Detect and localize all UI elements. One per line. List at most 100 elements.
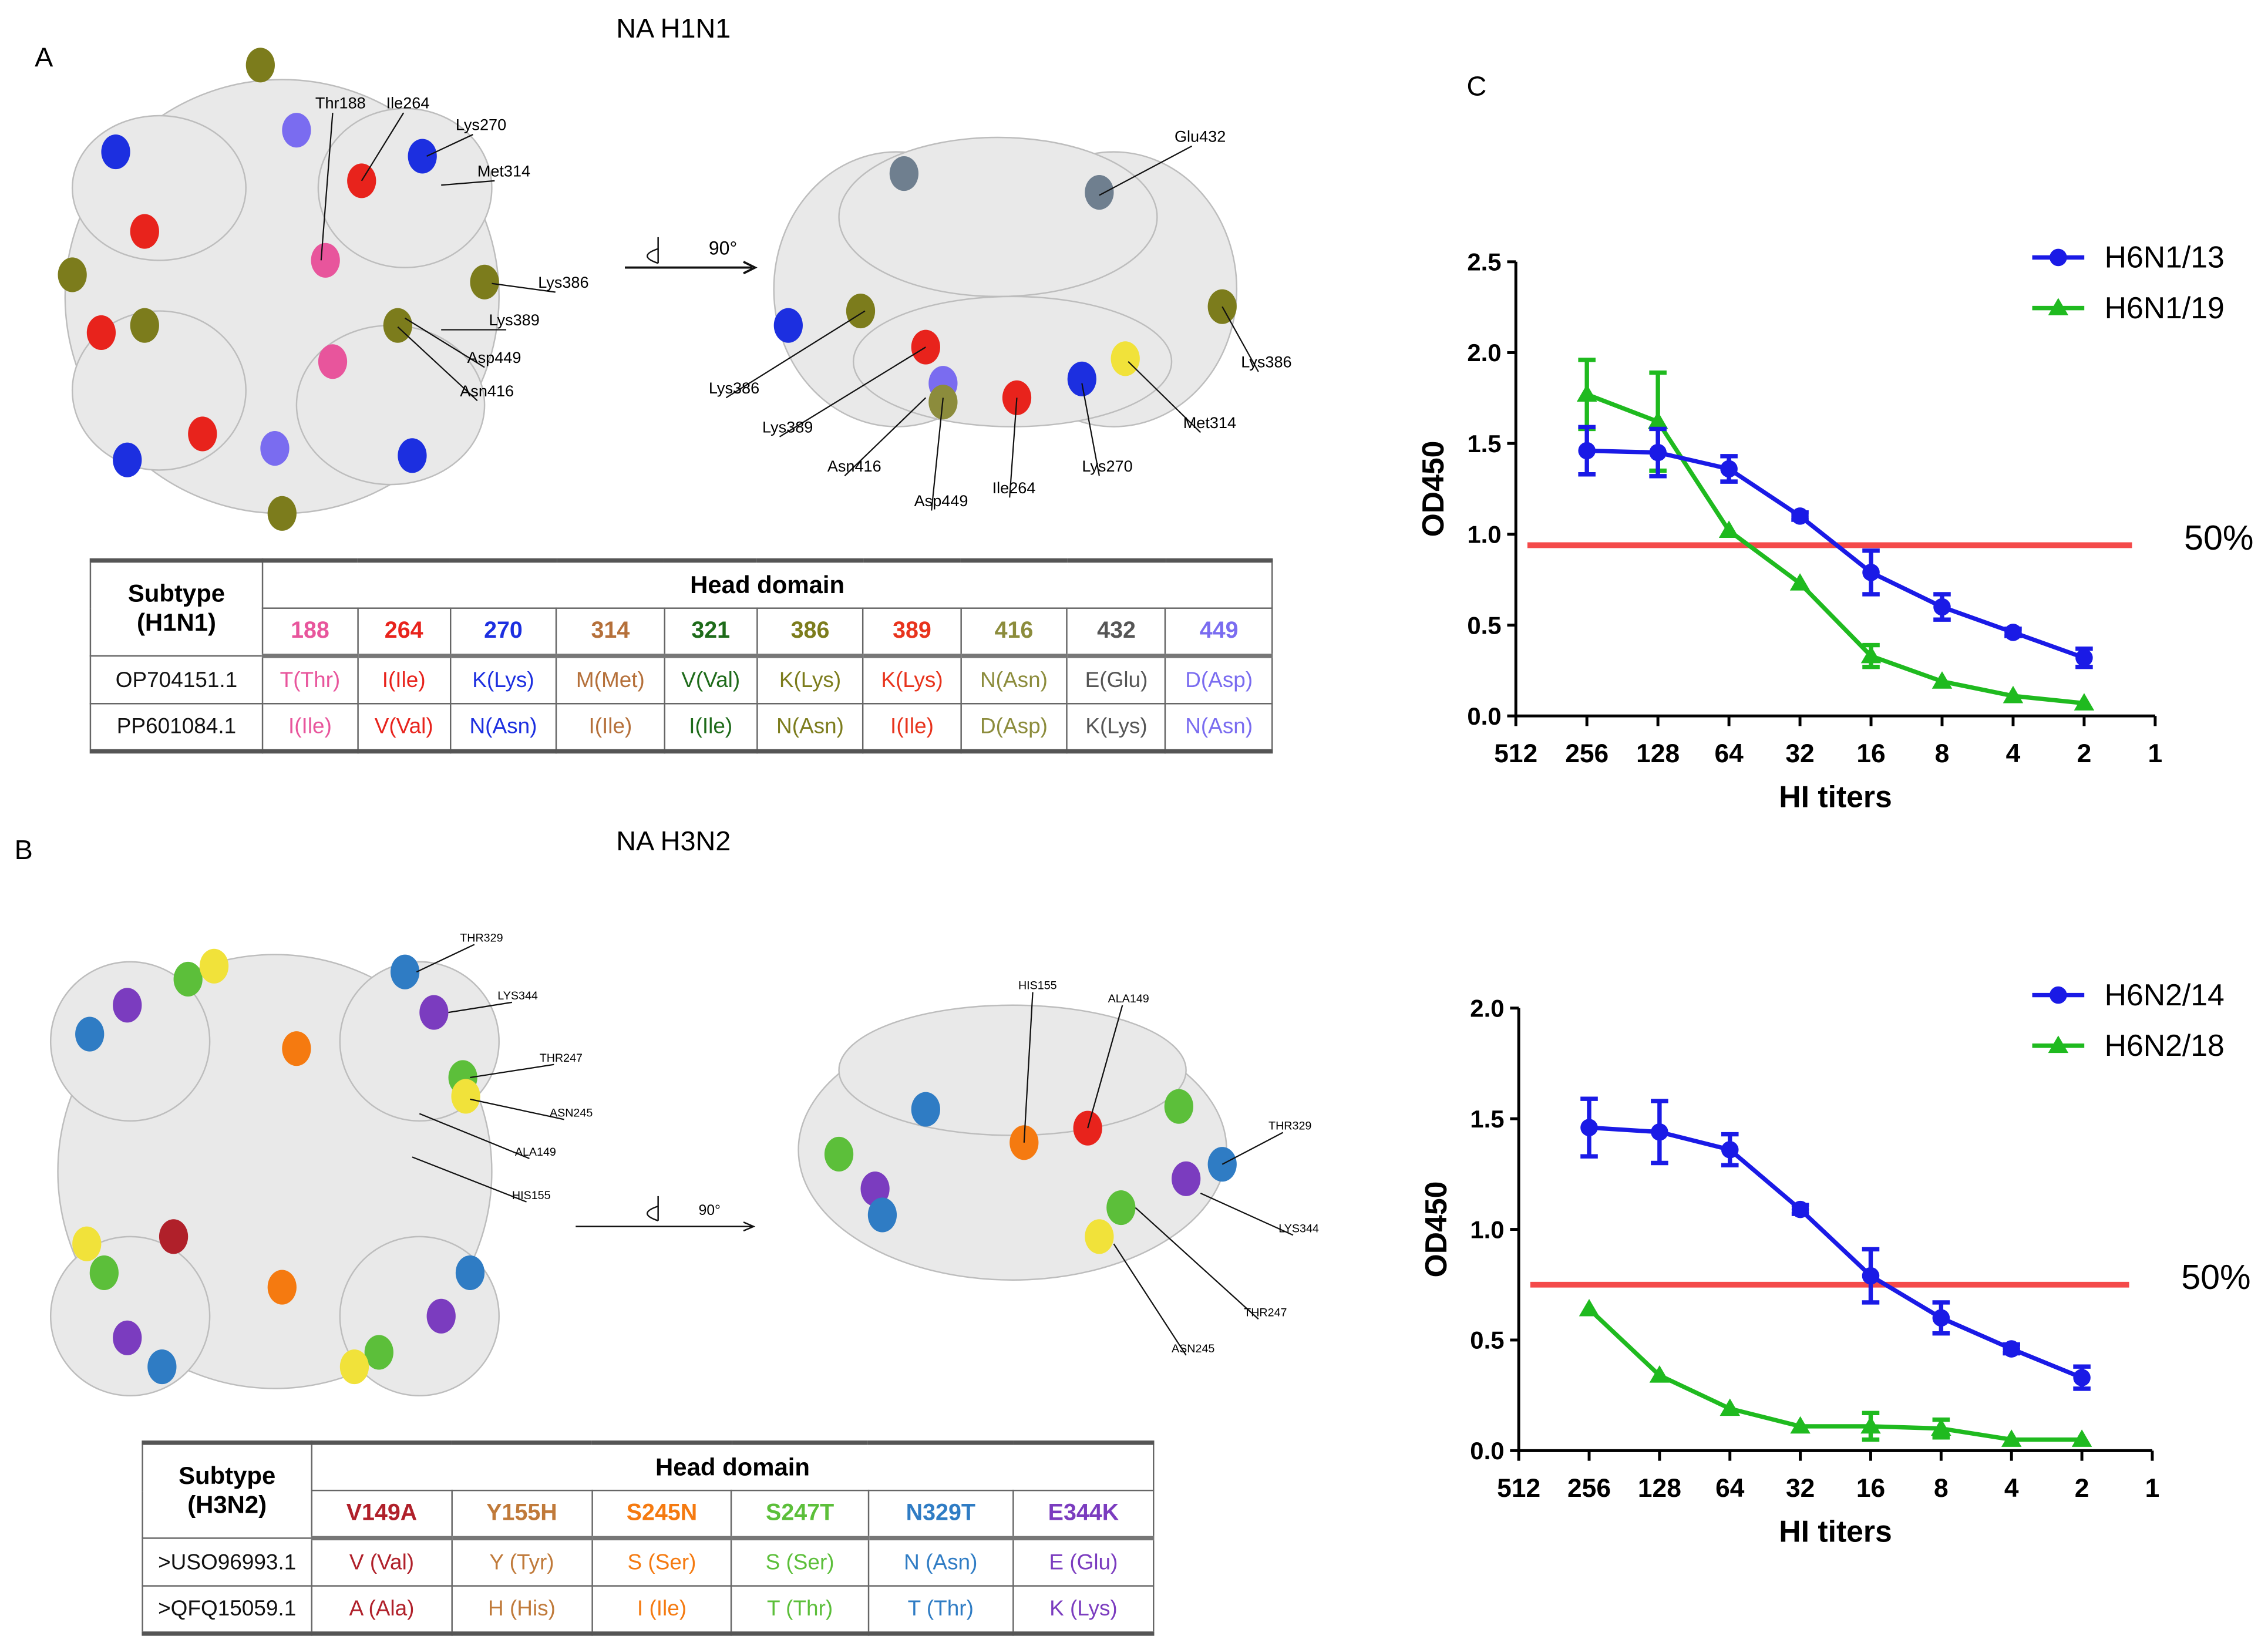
mutation-site	[824, 1136, 854, 1172]
accession-cell: PP601084.1	[89, 703, 264, 752]
residue-label: HIS155	[512, 1189, 551, 1202]
y-tick-label: 0.0	[1467, 702, 1501, 730]
residue-label: Lys386	[709, 379, 759, 397]
leader-line	[320, 113, 334, 261]
mutation-site	[1172, 1161, 1201, 1196]
data-point	[2003, 685, 2024, 703]
data-point	[1718, 520, 1739, 538]
series-H6N2-14	[1580, 1096, 2091, 1391]
residue-cell: N(Asn)	[960, 655, 1068, 705]
mutation-site	[267, 496, 297, 531]
x-tick-label: 512	[1497, 1474, 1540, 1503]
leader-line	[931, 398, 944, 511]
leader-line	[412, 1156, 527, 1203]
position-header: E344K	[1012, 1489, 1155, 1541]
position-header: 432	[1066, 607, 1167, 658]
mutation-site	[398, 438, 427, 473]
mutation-site	[260, 430, 290, 466]
leader-line	[426, 134, 473, 157]
data-point	[2073, 1369, 2091, 1386]
residue-cell: T(Thr)	[261, 655, 359, 705]
x-tick-label: 128	[1636, 739, 1680, 768]
residue-label: HIS155	[1018, 979, 1057, 992]
data-point	[1789, 573, 1811, 591]
data-point	[1790, 1416, 1811, 1434]
mutation-site	[391, 954, 420, 989]
residue-cell: M(Met)	[556, 655, 665, 705]
mutation-site	[58, 257, 87, 292]
residue-cell: T (Thr)	[867, 1585, 1014, 1635]
mutation-site	[188, 416, 217, 452]
residue-cell: H (His)	[451, 1585, 593, 1635]
data-point	[1860, 1416, 1881, 1434]
mutation-site	[113, 442, 142, 477]
x-tick-label: 32	[1785, 739, 1814, 768]
legend-label: H6N1/19	[2105, 291, 2225, 325]
residue-cell: Y (Tyr)	[451, 1537, 593, 1587]
position-header: 386	[756, 607, 864, 658]
leader-line	[405, 317, 485, 368]
leader-line	[725, 310, 866, 399]
position-header: V149A	[311, 1489, 453, 1541]
data-point	[1860, 645, 1882, 664]
residue-cell: N(Asn)	[1165, 703, 1273, 752]
h3n2-mutation-table: Subtype (H3N2) Head domain V149A Y155H S245N S…	[142, 1440, 1155, 1636]
residue-label: Ile264	[992, 479, 1036, 497]
mutation-site	[89, 1255, 119, 1290]
legend-marker	[2048, 298, 2069, 315]
x-tick-label: 1	[2145, 1474, 2160, 1503]
series-line	[1586, 392, 2085, 706]
position-header: S247T	[731, 1489, 869, 1541]
mutation-site	[147, 1349, 177, 1385]
data-point	[2075, 649, 2093, 666]
leader-line	[1200, 1192, 1294, 1236]
head-domain-header: Head domain	[311, 1442, 1155, 1492]
series-line	[1587, 1307, 2082, 1442]
subtype-label: Subtype	[179, 1462, 276, 1490]
residue-label: LYS344	[497, 989, 538, 1002]
residue-label: ASN245	[1172, 1342, 1214, 1355]
legend-marker	[2050, 248, 2067, 267]
residue-label: Lys389	[762, 418, 813, 436]
leader-line	[1081, 383, 1100, 476]
legend-label: H6N2/18	[2105, 1028, 2225, 1062]
residue-cell: K(Lys)	[449, 655, 557, 705]
residue-label: ALA149	[515, 1146, 556, 1159]
residue-label: THR247	[1244, 1306, 1287, 1319]
position-header: 264	[356, 607, 451, 658]
mutation-site	[113, 1320, 142, 1355]
mutation-site	[1085, 1219, 1114, 1254]
data-point	[2004, 624, 2022, 641]
mutation-site	[364, 1335, 393, 1370]
position-header: Y155H	[451, 1489, 593, 1541]
data-point	[1721, 1141, 1739, 1159]
series-line	[1587, 448, 2085, 660]
leader-line	[470, 1063, 554, 1079]
data-point	[1649, 1365, 1670, 1383]
y-tick-label: 1.5	[1470, 1105, 1504, 1133]
x-tick-label: 128	[1638, 1474, 1681, 1503]
position-header: 416	[960, 607, 1068, 658]
residue-cell: K (Lys)	[1012, 1585, 1155, 1635]
residue-cell: N(Asn)	[449, 703, 557, 752]
residue-label: Lys389	[489, 311, 539, 329]
h1n1-mutation-table: Subtype (H1N1) Head domain 188 264 270 314 321 3…	[89, 558, 1273, 754]
mutation-site	[451, 1079, 480, 1114]
legend-marker	[2048, 1035, 2069, 1053]
x-tick-label: 4	[2006, 739, 2021, 768]
mutation-site	[282, 113, 311, 148]
mutation-site	[282, 1031, 311, 1066]
mutation-site	[1067, 361, 1096, 396]
y-axis-label: OD450	[1416, 441, 1450, 537]
residue-label: Lys270	[1082, 457, 1132, 475]
mutation-site	[419, 995, 449, 1030]
mutation-site	[267, 1270, 297, 1305]
threshold-label: 50%	[2181, 1257, 2250, 1297]
mutation-site	[1164, 1089, 1193, 1124]
residue-cell: I(Ile)	[261, 703, 359, 752]
mutation-site	[1207, 1147, 1237, 1182]
x-tick-label: 8	[1935, 739, 1950, 768]
data-point	[1933, 598, 1951, 616]
x-tick-label: 2	[2075, 1474, 2089, 1503]
